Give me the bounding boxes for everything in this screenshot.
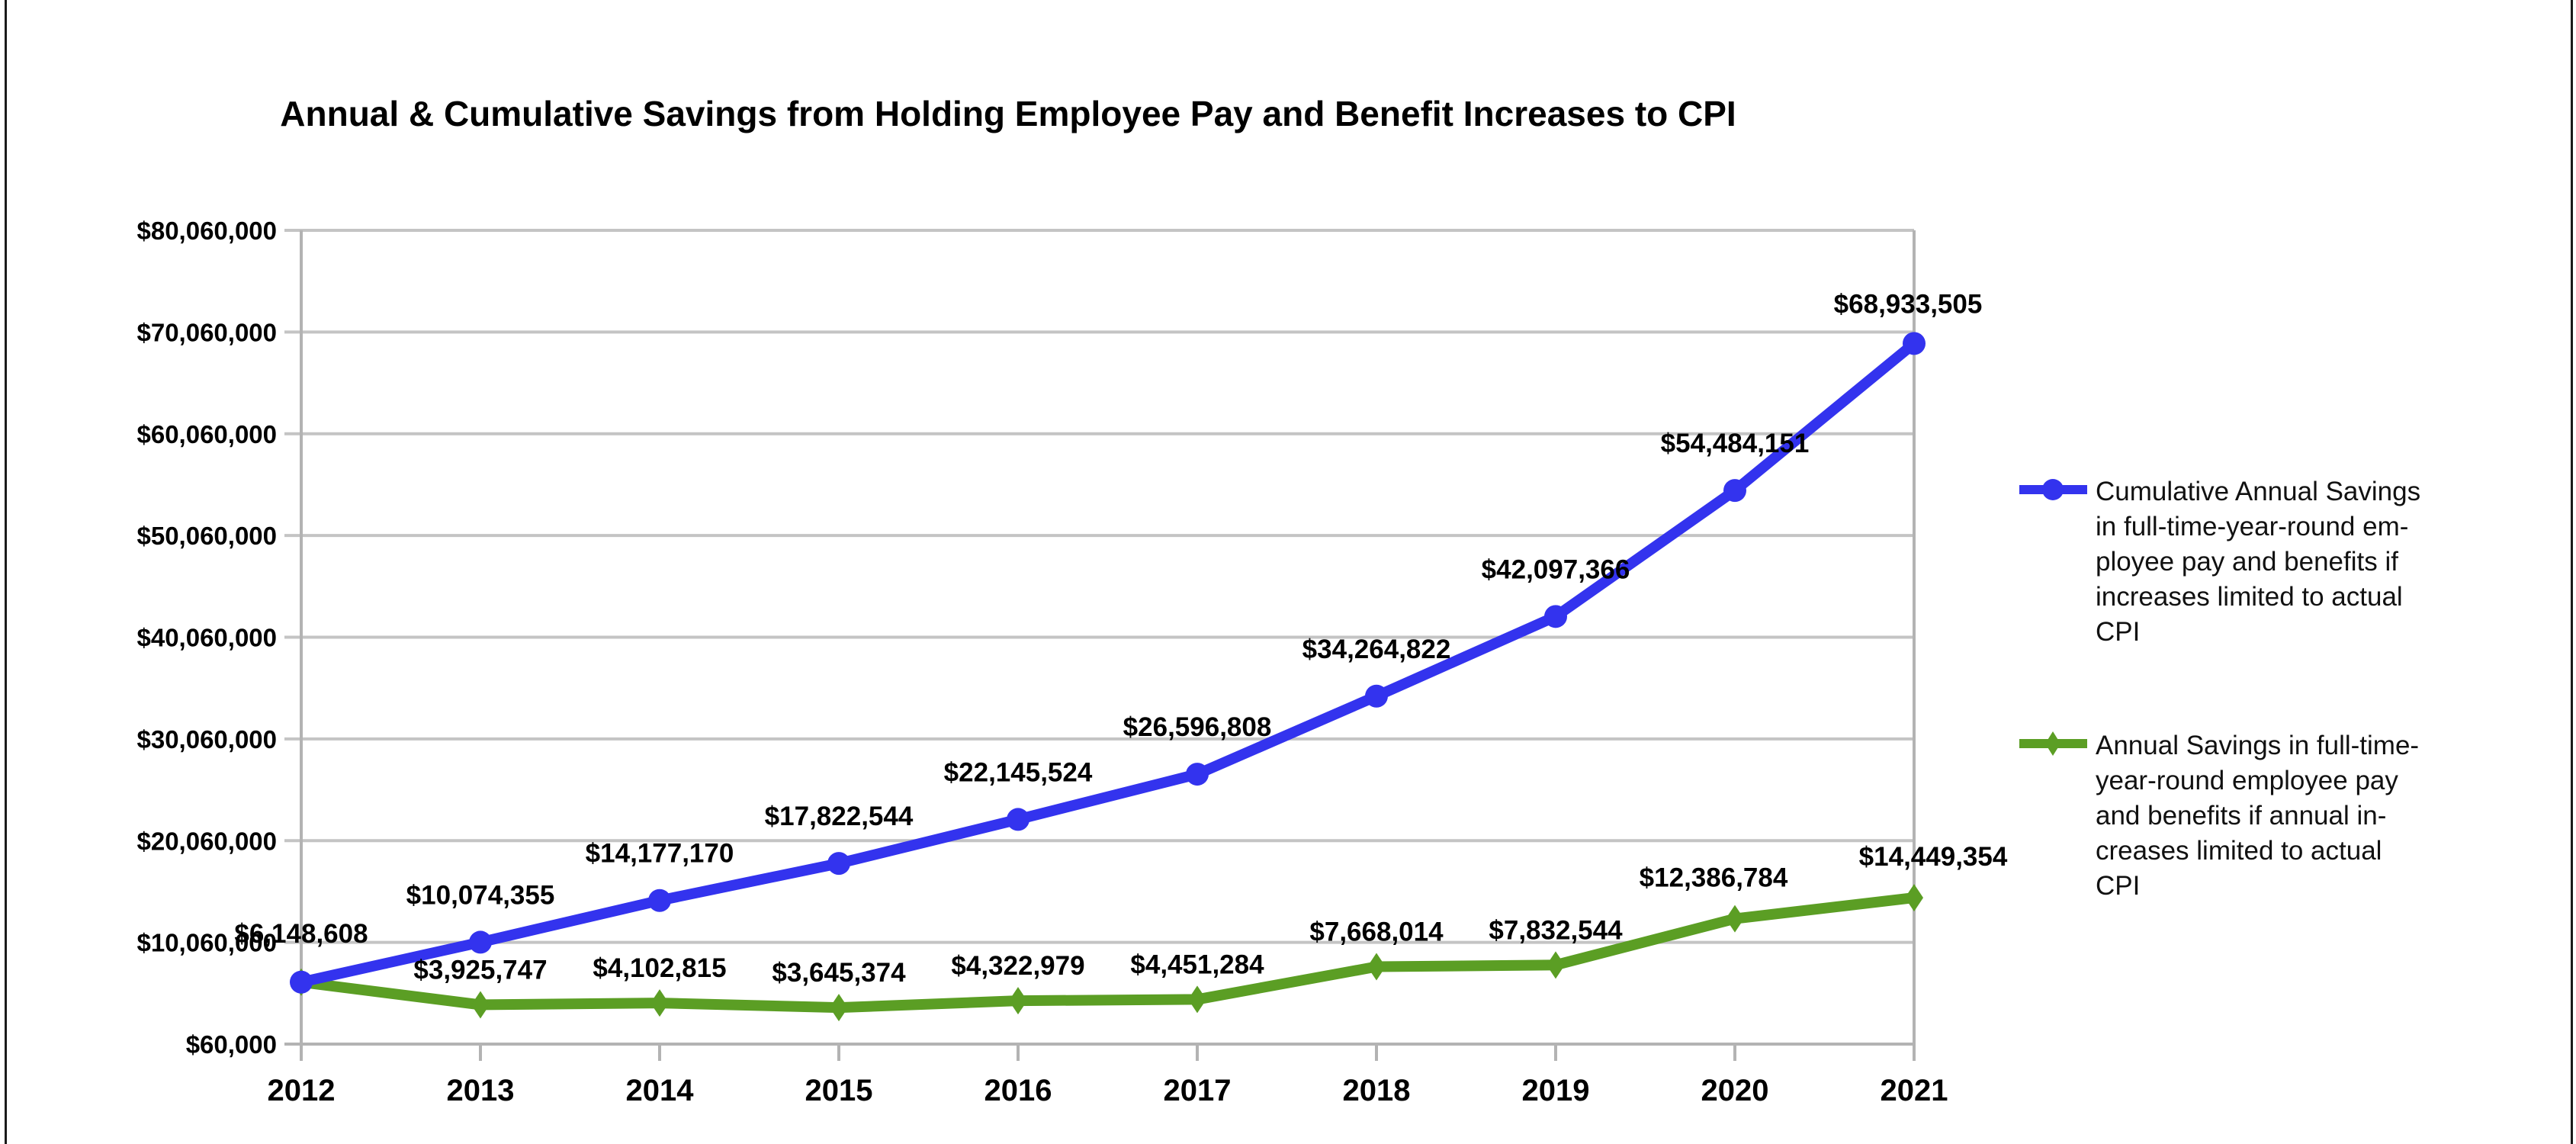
legend: Cumulative Annual Savings in full-time-ye… — [2019, 477, 2420, 901]
y-tick-label: $70,060,000 — [137, 318, 277, 346]
x-tick-label: 2019 — [1522, 1074, 1590, 1107]
x-tick-label: 2015 — [805, 1074, 873, 1107]
annual-savings-point — [471, 991, 490, 1019]
legend-label-line: CPI — [2096, 871, 2140, 901]
annual-savings-point — [1726, 905, 1744, 933]
annual-savings-point — [1009, 987, 1027, 1015]
y-tick-label: $60,000 — [186, 1030, 277, 1059]
annual-data-label: $7,832,544 — [1489, 915, 1623, 945]
y-tick-label: $40,060,000 — [137, 624, 277, 652]
y-tick-label: $30,060,000 — [137, 725, 277, 754]
annual-data-label: $14,449,354 — [1859, 842, 2008, 872]
axes — [300, 230, 1916, 1061]
cumulative-data-label: $22,145,524 — [944, 757, 1093, 787]
x-tick-label: 2012 — [268, 1074, 336, 1107]
series — [290, 332, 1926, 1022]
legend-label-line: increases limited to actual — [2096, 582, 2403, 612]
x-tick-label: 2016 — [984, 1074, 1052, 1107]
legend-circle-marker-icon — [2042, 479, 2064, 500]
y-tick-label: $10,060,000 — [137, 929, 277, 957]
cumulative-savings-point — [1903, 332, 1926, 355]
annual-savings-point — [1905, 884, 1923, 912]
cumulative-savings-point — [1723, 479, 1746, 503]
frame-right-border — [2571, 0, 2573, 1144]
legend-label-line: Annual Savings in full-time- — [2096, 731, 2419, 760]
cumulative-savings-point — [648, 889, 671, 912]
cumulative-data-label: $34,264,822 — [1302, 635, 1451, 664]
cumulative-savings-point — [469, 930, 492, 954]
chart-title: Annual & Cumulative Savings from Holding… — [280, 94, 1736, 133]
annual-data-label: $4,102,815 — [593, 953, 726, 983]
cumulative-data-label: $42,097,366 — [1482, 554, 1630, 584]
legend-label-line: year-round employee pay — [2096, 766, 2398, 795]
legend-label-line: creases limited to actual — [2096, 836, 2382, 866]
y-tick-label: $20,060,000 — [137, 827, 277, 855]
legend-diamond-marker-icon — [2045, 731, 2060, 756]
annual-savings-point — [1547, 951, 1565, 979]
annual-savings-point — [650, 989, 669, 1017]
annual-data-label: $7,668,014 — [1309, 917, 1444, 947]
annual-data-label: $3,925,747 — [413, 955, 547, 985]
y-tick-label: $60,060,000 — [137, 420, 277, 448]
legend-label-line: in full-time-year-round em- — [2096, 512, 2408, 541]
annual-savings-point — [1367, 953, 1386, 981]
annual-data-label: $12,386,784 — [1640, 863, 1788, 893]
x-tick-label: 2017 — [1164, 1074, 1232, 1107]
cumulative-data-label: $54,484,151 — [1661, 429, 1810, 458]
cumulative-savings-point — [1544, 605, 1567, 628]
annual-savings-line — [300, 892, 1915, 1014]
cumulative-savings-point — [1365, 684, 1388, 708]
cumulative-savings-line — [300, 339, 1918, 988]
legend-item-annual: Annual Savings in full-time-year-round e… — [2019, 731, 2419, 901]
cumulative-savings-point — [290, 970, 313, 994]
cumulative-savings-point — [1007, 808, 1029, 831]
legend-label-line: ployee pay and benefits if — [2096, 547, 2398, 577]
y-axis-tick-labels: $60,000 $10,060,000 $20,060,000 $30,060,000… — [137, 217, 277, 1059]
annual-data-label: $4,451,284 — [1130, 950, 1264, 979]
x-tick-label: 2020 — [1701, 1074, 1769, 1107]
legend-label-line: and benefits if annual in- — [2096, 801, 2386, 831]
grid-lines — [284, 229, 1914, 1046]
legend-label-line: CPI — [2096, 617, 2140, 647]
y-tick-label: $50,060,000 — [137, 522, 277, 550]
cumulative-data-label: $14,177,170 — [586, 839, 734, 869]
cumulative-savings-point — [827, 852, 850, 876]
cumulative-data-label: $68,933,505 — [1834, 289, 1983, 319]
legend-label-line: Cumulative Annual Savings — [2096, 477, 2420, 506]
frame-left-border — [5, 0, 7, 1144]
x-tick-label: 2018 — [1343, 1074, 1411, 1107]
annual-savings-point — [830, 994, 848, 1022]
legend-item-cumulative: Cumulative Annual Savings in full-time-ye… — [2019, 477, 2420, 647]
x-tick-label: 2013 — [447, 1074, 515, 1107]
annual-savings-point — [1188, 985, 1206, 1014]
cumulative-data-label: $10,074,355 — [406, 880, 555, 910]
x-axis-tick-labels: 2012 2013 2014 2015 2016 2017 2018 2019 2020 2021 — [268, 1074, 1948, 1107]
cumulative-savings-point — [1186, 763, 1209, 786]
x-tick-label: 2014 — [626, 1074, 695, 1107]
cumulative-data-label: $17,822,544 — [765, 802, 914, 831]
cumulative-data-label: $26,596,808 — [1123, 712, 1272, 742]
y-tick-label: $80,060,000 — [137, 217, 277, 245]
x-tick-label: 2021 — [1881, 1074, 1948, 1107]
annual-data-label: $3,645,374 — [772, 958, 906, 988]
data-labels: $6,148,608 $10,074,355 $14,177,170 $17,822,… — [234, 289, 2007, 988]
cumulative-data-label: $6,148,608 — [234, 919, 368, 949]
annual-data-label: $4,322,979 — [951, 951, 1084, 981]
